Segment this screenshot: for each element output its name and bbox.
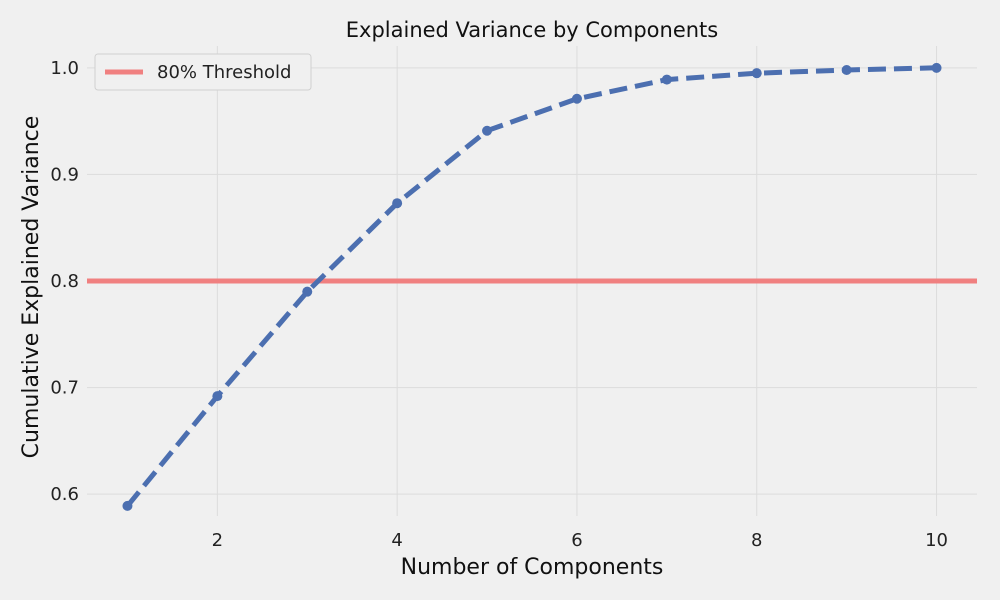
y-axis-label: Cumulative Explained Variance: [19, 116, 44, 459]
tick-labels: 2 4 6 8 10 0.6 0.7 0.8 0.9 1.0: [50, 58, 948, 551]
x-tick-label: 6: [571, 530, 582, 551]
data-point: [661, 74, 672, 85]
y-tick-label: 0.8: [50, 271, 79, 292]
y-tick-label: 0.7: [50, 378, 79, 399]
series-line: [125, 65, 937, 508]
series-layer: [122, 62, 942, 511]
data-point: [122, 500, 133, 511]
data-point: [482, 125, 493, 136]
data-point: [841, 64, 852, 75]
y-tick-label: 0.9: [50, 164, 79, 185]
x-tick-label: 2: [212, 530, 223, 551]
data-point: [931, 62, 942, 73]
y-tick-label: 0.6: [50, 484, 79, 505]
y-tick-label: 1.0: [50, 58, 79, 79]
data-point: [302, 286, 313, 297]
legend-box: [94, 53, 312, 91]
x-tick-label: 8: [751, 530, 762, 551]
legend: 80% Threshold: [94, 53, 312, 91]
legend-threshold-label: 80% Threshold: [157, 62, 291, 83]
data-point: [571, 93, 582, 104]
data-point: [212, 391, 223, 402]
x-tick-label: 4: [391, 530, 402, 551]
data-point: [751, 68, 762, 79]
chart-title: Explained Variance by Components: [346, 18, 718, 42]
x-axis-label: Number of Components: [401, 555, 664, 580]
data-point: [392, 198, 403, 209]
x-tick-label: 10: [925, 530, 948, 551]
